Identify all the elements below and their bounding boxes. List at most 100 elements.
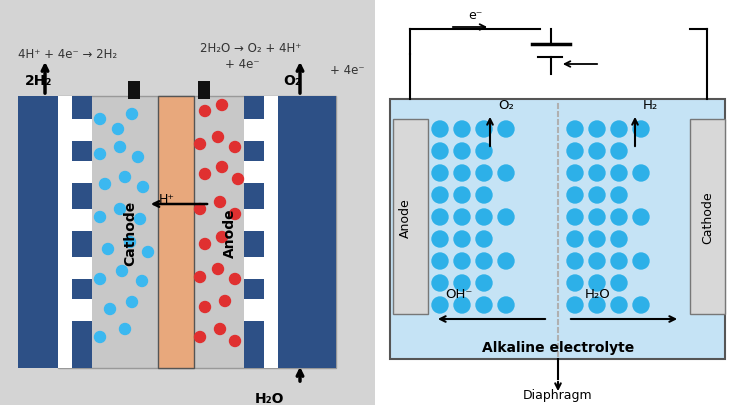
Circle shape [476, 275, 492, 291]
Bar [158, 97, 194, 368]
Bar [58, 97, 72, 368]
Circle shape [611, 254, 627, 269]
Circle shape [567, 275, 583, 291]
Circle shape [476, 188, 492, 203]
Circle shape [567, 122, 583, 138]
Bar [72, 97, 92, 368]
Circle shape [589, 188, 605, 203]
Circle shape [498, 209, 514, 226]
Circle shape [229, 336, 240, 347]
Circle shape [120, 172, 130, 183]
Circle shape [454, 231, 470, 247]
Bar [58, 97, 336, 368]
Circle shape [94, 274, 106, 285]
Circle shape [454, 188, 470, 203]
Circle shape [567, 297, 583, 313]
Circle shape [136, 276, 148, 287]
Circle shape [432, 297, 448, 313]
Circle shape [195, 139, 205, 150]
Circle shape [432, 166, 448, 181]
Bar [690, 120, 725, 314]
Circle shape [195, 332, 205, 343]
Bar [244, 209, 264, 231]
Bar [393, 120, 428, 314]
Circle shape [589, 254, 605, 269]
Circle shape [498, 297, 514, 313]
Circle shape [199, 239, 210, 250]
Bar [72, 162, 92, 183]
Circle shape [135, 214, 145, 225]
Circle shape [195, 272, 205, 283]
Circle shape [589, 209, 605, 226]
Circle shape [611, 188, 627, 203]
Text: Diaphragm: Diaphragm [524, 388, 592, 401]
Text: H₂O: H₂O [255, 391, 285, 405]
Circle shape [112, 124, 124, 135]
Text: e⁻: e⁻ [468, 9, 482, 22]
Circle shape [216, 162, 228, 173]
Circle shape [229, 142, 240, 153]
Circle shape [589, 166, 605, 181]
Text: 4H⁺ + 4e⁻ → 2H₂: 4H⁺ + 4e⁻ → 2H₂ [18, 48, 117, 61]
Circle shape [567, 166, 583, 181]
Circle shape [567, 209, 583, 226]
Circle shape [476, 254, 492, 269]
Text: Alkaline electrolyte: Alkaline electrolyte [482, 340, 634, 354]
Text: + 4e⁻: + 4e⁻ [225, 58, 260, 71]
Circle shape [589, 122, 605, 138]
Circle shape [498, 122, 514, 138]
Circle shape [142, 247, 154, 258]
Circle shape [454, 275, 470, 291]
Circle shape [476, 122, 492, 138]
Text: Anode: Anode [398, 198, 411, 237]
Circle shape [432, 122, 448, 138]
Bar [264, 97, 278, 368]
Circle shape [611, 122, 627, 138]
Text: + 4e⁻: + 4e⁻ [330, 63, 365, 76]
Circle shape [589, 144, 605, 160]
Bar [198, 82, 210, 100]
Circle shape [117, 266, 127, 277]
Bar [375, 0, 749, 405]
Circle shape [94, 332, 106, 343]
Bar [0, 0, 375, 405]
Circle shape [432, 188, 448, 203]
Text: 2H₂: 2H₂ [25, 74, 52, 88]
Circle shape [214, 197, 225, 208]
Circle shape [633, 209, 649, 226]
Text: Anode: Anode [223, 208, 237, 257]
Circle shape [567, 231, 583, 247]
Circle shape [454, 209, 470, 226]
Bar [244, 162, 264, 183]
Circle shape [611, 231, 627, 247]
Text: Cathode: Cathode [702, 191, 715, 244]
Circle shape [589, 231, 605, 247]
Text: Cathode: Cathode [123, 200, 137, 265]
Circle shape [133, 152, 144, 163]
Circle shape [232, 174, 243, 185]
Circle shape [432, 275, 448, 291]
Bar [244, 257, 264, 279]
Circle shape [476, 166, 492, 181]
Bar [72, 257, 92, 279]
Circle shape [498, 254, 514, 269]
Circle shape [454, 254, 470, 269]
Circle shape [199, 106, 210, 117]
Circle shape [105, 304, 115, 315]
Circle shape [567, 144, 583, 160]
Circle shape [611, 275, 627, 291]
Circle shape [611, 209, 627, 226]
Circle shape [138, 182, 148, 193]
Circle shape [229, 274, 240, 285]
Circle shape [476, 209, 492, 226]
Circle shape [127, 297, 138, 308]
Circle shape [567, 254, 583, 269]
Bar [390, 100, 725, 359]
Circle shape [589, 297, 605, 313]
Circle shape [432, 231, 448, 247]
Circle shape [216, 100, 228, 111]
Circle shape [94, 114, 106, 125]
Text: H₂O: H₂O [585, 288, 610, 301]
Circle shape [633, 297, 649, 313]
Circle shape [567, 188, 583, 203]
